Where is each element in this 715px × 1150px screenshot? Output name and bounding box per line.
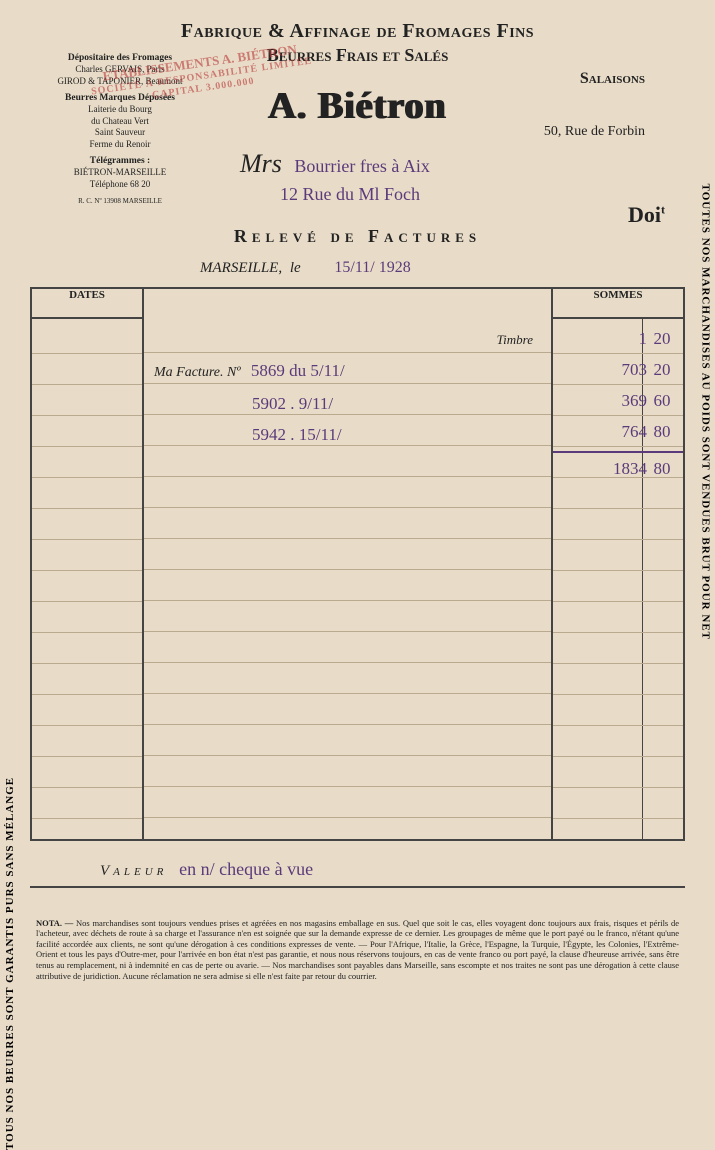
amount-dec: 60 <box>647 385 677 416</box>
nota-text: Nos marchandises sont toujours vendues p… <box>36 918 679 981</box>
valeur-label: Valeur <box>100 863 167 879</box>
doit-text: Doi <box>628 202 661 227</box>
vertical-left-note: TOUS NOS BEURRES SONT GARANTIS PURS SANS… <box>4 777 16 1150</box>
invoice-row: 5942 . 15/11/ <box>154 419 541 450</box>
telephone: Téléphone 68 20 <box>30 179 210 191</box>
col-sommes: SOMMES 1 20 703 20 369 60 <box>553 289 683 839</box>
le-label: le <box>290 260 301 276</box>
depositor-line: GIROD & TAPONIER, Beaumont <box>30 76 210 88</box>
customer-line2: 12 Rue du Ml Foch <box>280 182 685 207</box>
butters-title: Beurres Marques Déposées <box>30 92 210 104</box>
invoice-row: 5902 . 9/11/ <box>154 388 541 419</box>
amount-int: 369 <box>559 385 647 416</box>
doit-label: Doit <box>628 202 665 228</box>
amount-row: 369 60 <box>553 385 683 416</box>
amount-int: 703 <box>559 354 647 385</box>
amount-row: 1 20 <box>553 323 683 354</box>
mrs-prefix: Mrs <box>240 149 282 178</box>
col-body: Timbre Ma Facture. Nº 5869 du 5/11/ 5902… <box>144 289 553 839</box>
total-dec: 80 <box>647 453 677 484</box>
nota-block: NOTA. — Nos marchandises sont toujours v… <box>30 918 685 982</box>
timbre-label: Timbre <box>497 332 533 347</box>
amount-row: 764 80 <box>553 416 683 447</box>
amount-int: 764 <box>559 416 647 447</box>
butter-brand: Laiterie du Bourg <box>30 104 210 116</box>
telegram-label: Télégrammes : <box>30 155 210 167</box>
date-line: MARSEILLE, le 15/11/ 1928 <box>200 259 685 277</box>
customer-line1: Bourrier fres à Aix <box>294 156 429 176</box>
nota-label: NOTA. — <box>36 918 73 928</box>
telegram-address: BIÉTRON-MARSEILLE <box>30 167 210 179</box>
amount-dec: 20 <box>647 354 677 385</box>
rc-number: R. C. Nº 13908 MARSEILLE <box>30 197 210 206</box>
col-sommes-header: SOMMES <box>553 289 683 318</box>
amount-dec: 20 <box>647 323 677 354</box>
butter-brand: du Chateau Vert <box>30 116 210 128</box>
total-int: 1834 <box>559 453 647 484</box>
vertical-right-note: TOUTES NOS MARCHANDISES AU POIDS SONT VE… <box>699 184 711 640</box>
valeur-value: en n/ cheque à vue <box>179 859 313 879</box>
col-dates-header: DATES <box>32 289 142 318</box>
date-value: 15/11/ 1928 <box>334 259 410 276</box>
butter-brand: Ferme du Renoir <box>30 139 210 151</box>
amount-row: 703 20 <box>553 354 683 385</box>
valeur-line: Valeur en n/ cheque à vue <box>100 859 685 880</box>
ma-facture-label: Ma Facture. Nº <box>154 365 241 380</box>
releve-title: Relevé de Factures <box>30 226 685 247</box>
header-line1: Fabrique & Affinage de Fromages Fins <box>30 20 685 43</box>
invoice-table: DATES Timbre Ma Facture. Nº 5869 du 5/11… <box>30 287 685 841</box>
butter-brand: Saint Sauveur <box>30 127 210 139</box>
doit-sup: t <box>661 203 665 217</box>
amount-dec: 80 <box>647 416 677 447</box>
amount-total-row: 1834 80 <box>553 451 683 484</box>
depositor-block: Dépositaire des Fromages Charles GERVAIS… <box>30 48 210 206</box>
city-label: MARSEILLE, <box>200 260 282 276</box>
amount-int: 1 <box>559 323 647 354</box>
customer-address: Mrs Bourrier fres à Aix 12 Rue du Ml Foc… <box>240 146 685 208</box>
col-dates: DATES <box>32 289 144 839</box>
depositor-line: Charles GERVAIS, Paris <box>30 64 210 76</box>
depositor-title: Dépositaire des Fromages <box>30 52 210 64</box>
invoice-row: 5869 du 5/11/ <box>251 361 345 380</box>
